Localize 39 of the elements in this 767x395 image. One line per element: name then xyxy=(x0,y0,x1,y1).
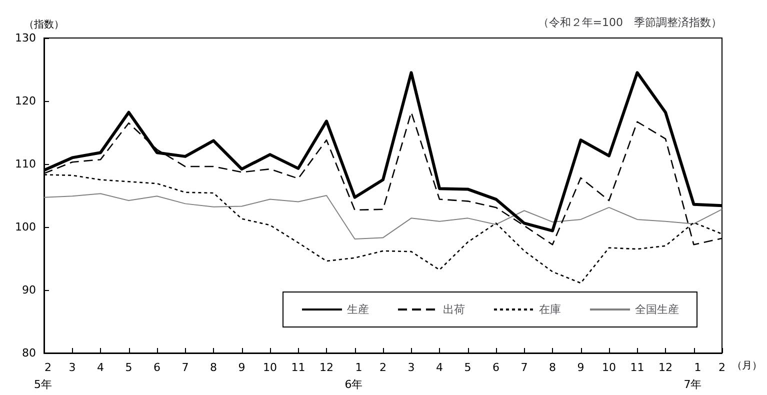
line-series xyxy=(44,193,722,240)
x-tick-label: 6 xyxy=(492,361,500,374)
x-tick-label: 4 xyxy=(436,361,443,374)
x-tick-label: 4 xyxy=(97,361,104,374)
legend-label: 全国生産 xyxy=(635,303,679,316)
x-tick-label: 3 xyxy=(68,361,76,374)
x-tick-label: 1 6年 xyxy=(344,361,363,391)
x-tick-label: 12 xyxy=(658,361,672,374)
legend-label: 在庫 xyxy=(539,303,561,316)
y-tick-label: 120 xyxy=(15,94,36,108)
y-tick-label: 90 xyxy=(22,284,36,296)
x-tick-label: 11 xyxy=(630,361,644,374)
x-tick-label: 7 xyxy=(182,361,189,374)
x-tick-label: 5 xyxy=(464,361,472,374)
y-tick-label: 130 xyxy=(15,32,36,44)
x-tick-label: 7 xyxy=(520,361,528,374)
x-tick-label: 12 xyxy=(320,361,334,374)
x-tick-label: 6 xyxy=(154,361,160,374)
x-tick-label: 2 xyxy=(718,361,726,374)
y-axis-title: （指数） xyxy=(24,18,64,30)
x-tick-label: 2 5年 xyxy=(34,361,52,391)
x-tick-label: 10 xyxy=(263,361,277,374)
x-tick-label: 8 xyxy=(210,361,217,374)
x-tick-label: 1 7年 xyxy=(684,361,702,391)
y-tick-label: 110 xyxy=(15,158,36,170)
y-tick-label: 80 xyxy=(22,346,36,360)
y-tick-label: 100 xyxy=(15,220,36,234)
x-tick-label: 5 xyxy=(125,361,132,374)
x-tick-label: 2 xyxy=(380,361,386,374)
x-tick-label: 11 xyxy=(291,361,306,374)
legend-label: 出荷 xyxy=(443,303,465,316)
x-tick-label: 9 xyxy=(577,361,584,374)
x-axis-title: （月） xyxy=(732,360,762,372)
x-tick-label: 8 xyxy=(549,361,556,374)
x-tick-label: 10 xyxy=(602,361,616,374)
x-tick-label: 9 xyxy=(238,361,246,374)
x-tick-label: 3 xyxy=(408,361,415,374)
text: （令和２年=100 季節調整済指数） xyxy=(538,16,722,29)
legend-label: 生産 xyxy=(347,303,369,316)
